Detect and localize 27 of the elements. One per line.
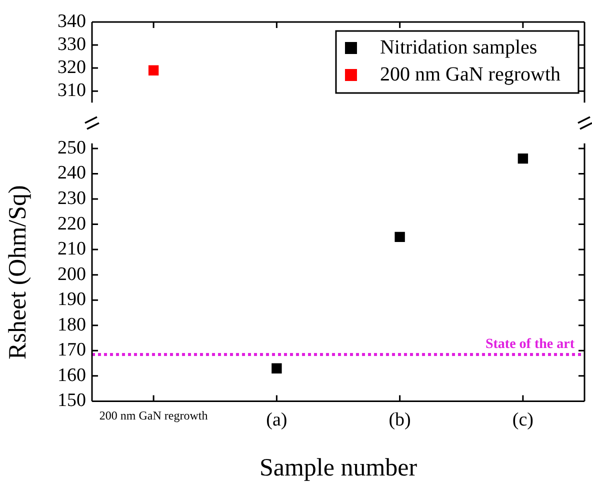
x-tick-label: (c) [512,410,534,431]
y-tick-label: 150 [58,390,86,412]
y-tick-label: 190 [58,289,86,310]
x-tick-label: (b) [388,410,411,431]
y-axis-title: Rsheet (Ohm/Sq) [4,185,32,360]
point [272,364,282,374]
ref-line-label: State of the art [485,337,575,352]
legend-label: 200 nm GaN regrowth [380,63,561,86]
y-tick-label: 340 [58,10,86,32]
x-axis-title: Sample number [259,454,418,482]
y-tick-label: 310 [58,80,86,102]
point [518,154,528,164]
y-tick-label: 200 [58,264,86,286]
x-tick-label: (a) [266,410,288,431]
y-tick-label: 250 [58,138,86,159]
y-tick-label: 220 [58,214,86,235]
point [394,232,405,242]
y-tick-label: 320 [58,57,86,78]
y-tick-label: 230 [58,188,86,210]
y-tick-label: 160 [58,365,86,386]
y-tick-label: 170 [58,340,86,361]
y-tick-label: 210 [58,238,86,260]
y-tick-label: 180 [58,314,86,336]
y-tick-label: 330 [58,34,86,56]
legend-label: Nitridation samples [380,36,538,58]
x-tick-label: 200 nm GaN regrowth [99,408,208,423]
y-tick-label: 240 [58,163,86,184]
